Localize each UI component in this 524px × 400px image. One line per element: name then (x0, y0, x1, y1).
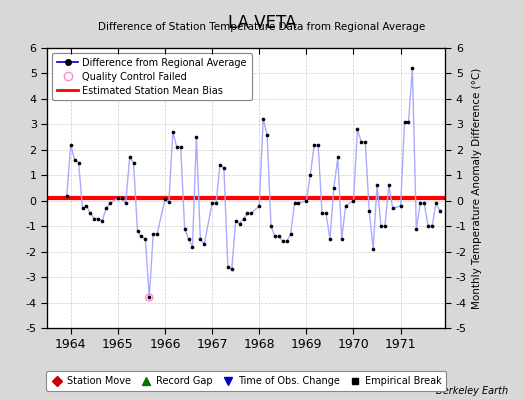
Point (389, 205, 397, 212)
Point (133, 228, 141, 234)
Point (381, 223, 389, 229)
Point (122, 200, 130, 206)
Point (385, 182, 393, 189)
Point (114, 195, 122, 201)
Point (172, 144, 181, 150)
Point (212, 200, 220, 206)
Point (145, 294, 154, 301)
Point (310, 142, 319, 148)
Point (424, 223, 432, 229)
Text: Difference of Station Temperature Data from Regional Average: Difference of Station Temperature Data f… (99, 22, 425, 32)
Point (208, 200, 216, 206)
Point (145, 294, 154, 301)
Point (314, 142, 322, 148)
Point (420, 200, 429, 206)
Point (177, 144, 185, 150)
Point (290, 200, 299, 206)
Point (94, 215, 102, 222)
Point (247, 210, 256, 217)
Point (82, 203, 91, 209)
Text: LA VETA: LA VETA (228, 14, 296, 32)
Point (357, 139, 366, 145)
Point (428, 223, 436, 229)
Point (74, 159, 83, 166)
Point (282, 238, 291, 245)
Point (271, 233, 279, 240)
Point (196, 236, 204, 242)
Point (102, 205, 110, 212)
Point (337, 236, 346, 242)
Point (377, 223, 385, 229)
Point (86, 210, 94, 217)
Point (373, 182, 381, 189)
Point (275, 233, 283, 240)
Point (232, 218, 240, 224)
Point (161, 196, 169, 203)
Point (432, 200, 440, 206)
Point (279, 238, 287, 245)
Point (117, 195, 126, 201)
Point (287, 231, 295, 237)
Point (200, 241, 209, 247)
Point (350, 198, 358, 204)
Point (361, 139, 369, 145)
Point (267, 223, 275, 229)
Point (227, 266, 236, 273)
Point (129, 159, 138, 166)
Point (106, 200, 114, 206)
Point (397, 203, 405, 209)
Point (192, 134, 201, 140)
Legend: Difference from Regional Average, Quality Control Failed, Estimated Station Mean: Difference from Regional Average, Qualit… (52, 53, 252, 100)
Point (306, 172, 314, 178)
Point (322, 210, 330, 217)
Point (63, 192, 71, 199)
Point (188, 243, 196, 250)
Point (412, 226, 421, 232)
Point (408, 65, 417, 72)
Point (169, 129, 177, 135)
Point (125, 154, 134, 161)
Point (239, 215, 248, 222)
Point (149, 231, 157, 237)
Point (330, 185, 338, 191)
Point (224, 264, 232, 270)
Point (342, 203, 350, 209)
Point (318, 210, 326, 217)
Point (435, 208, 444, 214)
Point (78, 205, 86, 212)
Point (220, 164, 228, 171)
Point (98, 218, 106, 224)
Point (259, 116, 267, 122)
Point (70, 157, 79, 163)
Point (416, 200, 424, 206)
Point (141, 236, 149, 242)
Point (302, 198, 311, 204)
Point (165, 199, 173, 205)
Point (255, 203, 264, 209)
Point (405, 119, 413, 125)
Point (353, 126, 362, 133)
Y-axis label: Monthly Temperature Anomaly Difference (°C): Monthly Temperature Anomaly Difference (… (473, 67, 483, 309)
Text: Berkeley Earth: Berkeley Earth (436, 386, 508, 396)
Point (137, 233, 146, 240)
Point (180, 226, 189, 232)
Point (400, 119, 409, 125)
Legend: Station Move, Record Gap, Time of Obs. Change, Empirical Break: Station Move, Record Gap, Time of Obs. C… (46, 372, 446, 391)
Point (294, 200, 303, 206)
Point (369, 246, 377, 252)
Point (263, 131, 271, 138)
Point (90, 215, 99, 222)
Point (67, 142, 75, 148)
Point (235, 220, 244, 227)
Point (153, 231, 161, 237)
Point (184, 236, 193, 242)
Point (365, 208, 374, 214)
Point (243, 210, 252, 217)
Point (334, 154, 342, 161)
Point (326, 236, 334, 242)
Point (216, 162, 224, 168)
